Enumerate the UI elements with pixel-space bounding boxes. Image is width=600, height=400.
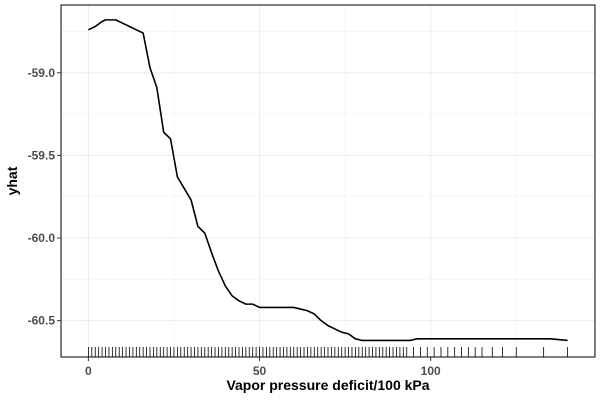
- panel-border: [60, 4, 596, 358]
- x-axis-ticks: 0 50 100: [85, 357, 441, 378]
- x-tick-label: 0: [85, 364, 92, 378]
- y-tick-label: -60.0: [28, 231, 56, 245]
- y-axis-title: yhat: [4, 166, 20, 195]
- rug-marks: [87, 347, 569, 357]
- series-lines: [88, 19, 568, 342]
- y-tick-label: -60.5: [28, 314, 56, 328]
- gridlines: [61, 5, 595, 357]
- x-tick-label: 50: [253, 364, 267, 378]
- y-tick-label: -59.5: [28, 148, 56, 162]
- y-tick-label: -59.0: [28, 66, 56, 80]
- y-axis-ticks: -59.0 -59.5 -60.0 -60.5: [28, 66, 61, 328]
- x-tick-label: 100: [421, 364, 441, 378]
- series-line: [88, 19, 568, 342]
- x-axis-title: Vapor pressure deficit/100 kPa: [226, 377, 429, 393]
